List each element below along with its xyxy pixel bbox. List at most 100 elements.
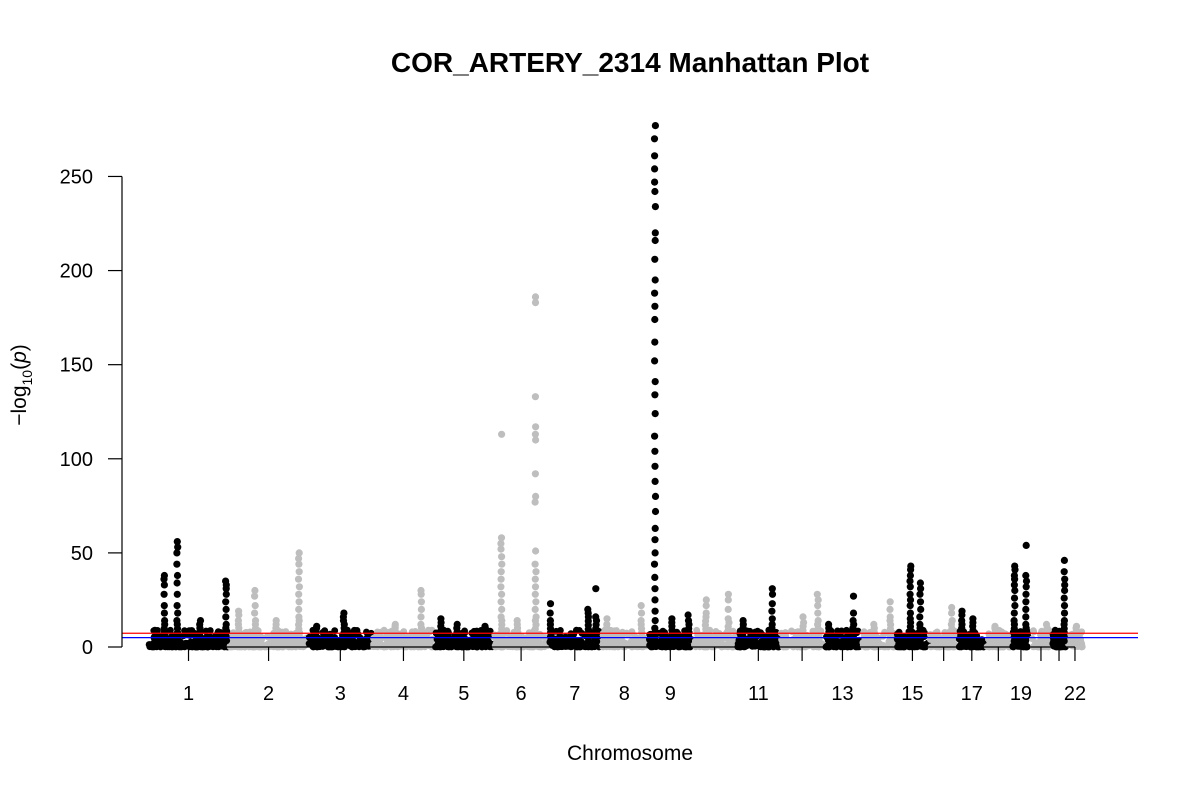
data-point [222,613,230,621]
data-point [814,609,822,617]
data-point [947,637,956,645]
x-tick-label: 2 [263,683,274,705]
data-point [295,598,303,606]
data-point [460,638,468,646]
data-point [799,639,807,647]
data-point [651,289,659,297]
data-point [497,575,505,583]
data-point [870,636,878,644]
data-point [1010,609,1018,617]
x-axis: 1 2 3 4 5 6 7 8 9 11 13 15 17 19 22 [183,646,1086,705]
data-point [1061,586,1069,595]
data-point [1022,590,1030,598]
data-point [917,585,925,593]
data-point [295,560,303,568]
data-point [916,598,925,606]
data-point [916,579,925,587]
data-point [814,602,822,610]
data-point [480,636,488,644]
data-point [604,637,612,645]
data-point [1010,637,1018,645]
data-point [906,609,915,617]
data-point [691,640,699,648]
data-point [650,135,659,143]
data-point [206,627,214,634]
data-point [709,642,717,650]
data-point [651,357,659,365]
data-point [181,627,188,635]
data-point [331,627,339,635]
data-point [593,637,601,646]
data-point [958,637,966,645]
data-point [724,596,732,604]
data-point [651,477,659,485]
data-point [196,636,204,644]
data-point [222,598,230,606]
data-point [295,583,303,591]
data-point [531,583,540,591]
data-point [814,596,822,604]
data-point [531,430,540,438]
data-point [838,640,846,648]
data-point [651,255,659,263]
data-point [1061,581,1069,589]
data-point [906,590,914,598]
y-axis-label-subscript: 10 [19,370,35,386]
data-point [651,524,659,533]
data-point [1078,640,1085,648]
x-tick-label: 1 [183,683,194,705]
data-point [1060,568,1068,576]
data-point [651,432,659,440]
data-point [906,571,915,580]
data-point [638,637,646,645]
data-point [863,633,870,641]
data-point [1060,609,1069,617]
data-point [782,633,790,640]
data-point [497,539,505,548]
data-point [191,638,199,645]
data-point [739,636,747,644]
data-point [749,642,756,650]
data-point [651,536,659,544]
data-point [173,637,181,645]
data-point [498,553,506,561]
data-point [893,630,901,638]
data-point [1022,598,1030,606]
data-point [295,637,303,646]
data-point [222,605,230,614]
data-point [948,609,956,617]
data-point [651,338,659,346]
data-point [498,637,506,646]
data-point [1011,575,1019,583]
data-point [295,568,303,576]
data-point [978,637,986,645]
y-axis: 0 50 100 150 200 250 [60,166,123,659]
x-tick-label: 17 [961,683,983,705]
data-point [637,609,646,617]
data-point [849,592,858,600]
data-point [906,596,915,604]
data-point [1060,637,1068,645]
data-point [669,638,677,647]
data-point [1011,566,1019,574]
y-tick-label: 200 [60,261,93,283]
data-point [1060,594,1068,602]
data-point [651,378,659,386]
data-point [532,423,540,431]
data-point [651,636,659,644]
data-point [799,613,807,621]
data-point [907,639,915,647]
data-point [577,639,584,647]
data-point [160,575,168,583]
data-point [498,590,506,598]
data-point [242,628,250,636]
data-point [417,605,425,614]
data-point [651,229,659,237]
data-point [1022,571,1030,580]
data-point [651,178,659,186]
data-point [532,598,540,606]
x-tick-label: 6 [516,683,527,705]
data-point [295,554,303,563]
y-axis-label-prefix: −log [8,385,31,425]
data-point [724,605,732,614]
